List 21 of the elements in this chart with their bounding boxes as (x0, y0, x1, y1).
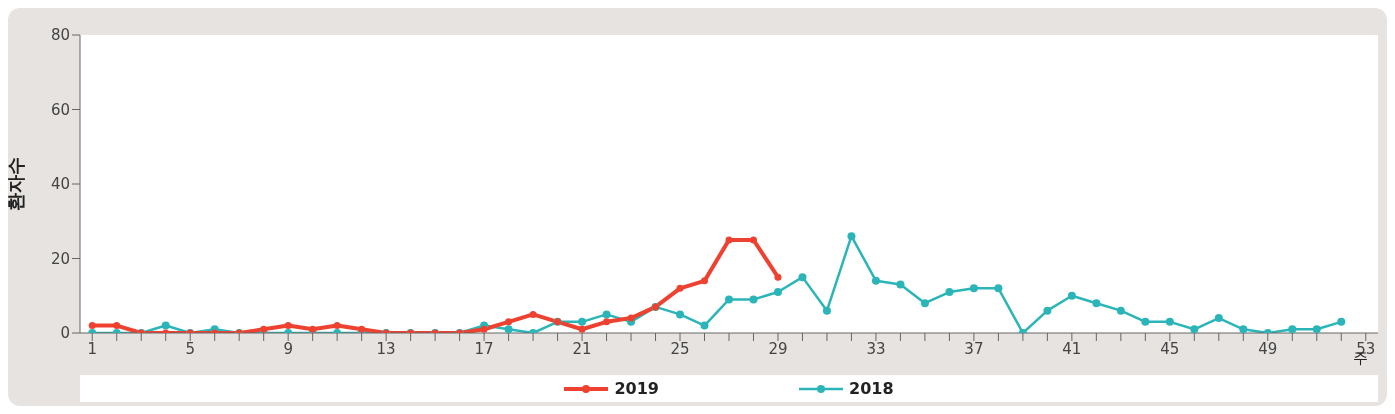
legend-label: 2019 (613, 379, 659, 398)
x-tick-label: 41 (1062, 339, 1082, 358)
y-tick-label: 80 (50, 26, 70, 45)
x-tick-label: 49 (1258, 339, 1278, 358)
x-tick-label: 25 (670, 339, 690, 358)
y-axis-title: 환자수 (5, 157, 27, 211)
y-tick-label: 0 (60, 324, 70, 343)
x-tick-label: 21 (572, 339, 592, 358)
y-tick-label: 20 (50, 249, 70, 268)
x-tick-label: 33 (866, 339, 886, 358)
x-tick-label: 29 (768, 339, 788, 358)
x-tick-label: 17 (474, 339, 494, 358)
x-tick-label: 45 (1160, 339, 1180, 358)
x-tick-label: 9 (283, 339, 293, 358)
y-tick-label: 60 (50, 100, 70, 119)
x-tick-label: 1 (87, 339, 98, 358)
legend-label: 2018 (848, 379, 894, 398)
x-tick-label: 13 (376, 339, 396, 358)
x-tick-label: 5 (185, 339, 195, 358)
y-tick-label: 40 (50, 175, 70, 194)
x-tick-label: 37 (964, 339, 984, 358)
